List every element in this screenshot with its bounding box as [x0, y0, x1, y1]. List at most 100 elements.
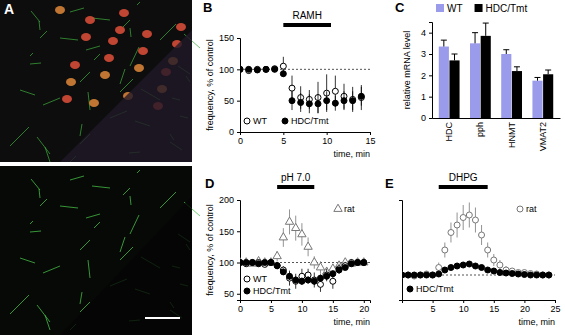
data-point — [336, 267, 342, 273]
data-point — [528, 272, 534, 278]
stimulus-bar — [439, 185, 488, 189]
cell — [85, 16, 95, 24]
data-point — [454, 263, 460, 269]
stimulus-bar — [283, 23, 331, 27]
data-point — [342, 265, 348, 271]
data-point — [479, 265, 485, 271]
axis: 50100150200 — [219, 195, 241, 300]
data-point — [540, 272, 546, 278]
panel-label: B — [203, 0, 212, 15]
tick: HDC — [444, 122, 454, 142]
legend-label: HDC/Tmt — [291, 116, 329, 126]
tick-label: 0 — [238, 136, 243, 146]
legend-label: WT — [253, 116, 267, 126]
data-point — [534, 272, 540, 278]
tick: 100 — [219, 65, 240, 75]
stimulus-label: pH 7.0 — [281, 172, 311, 183]
tick-mark — [370, 132, 371, 135]
data-point — [497, 262, 503, 268]
data-point — [254, 66, 260, 72]
data-point — [417, 272, 423, 278]
data-point — [454, 222, 460, 228]
tick: 10 — [459, 300, 469, 314]
legend-label: HDC/Tmt — [253, 286, 291, 296]
tick-mark — [302, 300, 303, 303]
error-bar — [514, 67, 520, 71]
legend: WTHDC/Tmt — [436, 3, 527, 14]
fiber — [130, 47, 139, 66]
data-point — [485, 247, 491, 253]
data-point — [254, 67, 260, 73]
data-point — [324, 273, 330, 279]
tick: 5 — [269, 300, 274, 314]
stimulus-label: RAMH — [292, 10, 321, 21]
data-point — [442, 247, 448, 253]
figure: A051015050100150RAMHtime, minfrequency, … — [0, 0, 565, 335]
fiber — [80, 292, 82, 304]
data-point — [274, 263, 280, 269]
data-point — [430, 272, 436, 278]
tick-mark — [429, 33, 432, 34]
fiber — [31, 11, 40, 22]
legend-marker — [244, 118, 250, 124]
plot-area — [439, 23, 553, 118]
data-point — [411, 273, 417, 279]
cell — [104, 54, 114, 62]
data-point — [299, 278, 305, 284]
data-point — [293, 277, 299, 283]
bar — [481, 36, 491, 118]
cell — [134, 64, 144, 72]
data-point — [503, 270, 509, 276]
plot-area — [402, 203, 555, 280]
tick-label: 0 — [229, 127, 234, 137]
data-point — [417, 272, 423, 278]
tick-mark — [555, 300, 556, 303]
data-point — [479, 232, 485, 238]
fiber — [86, 214, 100, 218]
axis: 05101520 — [238, 300, 371, 314]
data-point — [280, 269, 286, 275]
tick-label: 0 — [238, 304, 243, 314]
error-bar — [483, 23, 489, 36]
micrograph-top — [0, 0, 192, 162]
data-point — [448, 265, 454, 271]
tick-label: 15 — [489, 304, 499, 314]
data-point — [348, 261, 354, 267]
tick-label: 10 — [297, 304, 307, 314]
data-point — [355, 260, 361, 266]
fiber — [130, 215, 139, 234]
y-axis-title: relative mRNA level — [402, 31, 412, 110]
fiber — [30, 221, 33, 224]
data-point — [240, 66, 243, 72]
data-point — [472, 263, 478, 269]
tick-label: 4 — [421, 28, 426, 38]
cell — [176, 23, 186, 31]
data-point — [442, 267, 448, 273]
tick: 0 — [238, 132, 243, 146]
data-point — [262, 260, 268, 266]
data-point — [289, 85, 295, 91]
legend-label: rat — [526, 204, 537, 214]
tick: 4 — [421, 28, 432, 38]
axis-line — [429, 23, 433, 119]
legend: ratWTHDC/Tmt — [244, 204, 355, 296]
tick: 1 — [421, 92, 432, 102]
tick-mark — [237, 231, 240, 232]
tick-mark — [429, 118, 432, 119]
data-point — [358, 93, 364, 99]
tick: 5 — [431, 300, 436, 314]
data-point — [298, 100, 304, 106]
bar — [449, 60, 459, 118]
tick: HNMT — [506, 122, 516, 148]
legend: WT HDC/Tmt — [244, 116, 329, 126]
y-axis-title: frequency, % of control — [205, 204, 215, 295]
fiber — [30, 63, 41, 64]
legend-swatch — [436, 4, 444, 12]
fiber — [20, 258, 35, 263]
fiber — [30, 231, 41, 232]
fiber — [39, 21, 40, 30]
cell — [70, 61, 80, 69]
data-point — [423, 272, 429, 278]
legend-marker — [407, 286, 413, 292]
fiber — [70, 8, 84, 12]
